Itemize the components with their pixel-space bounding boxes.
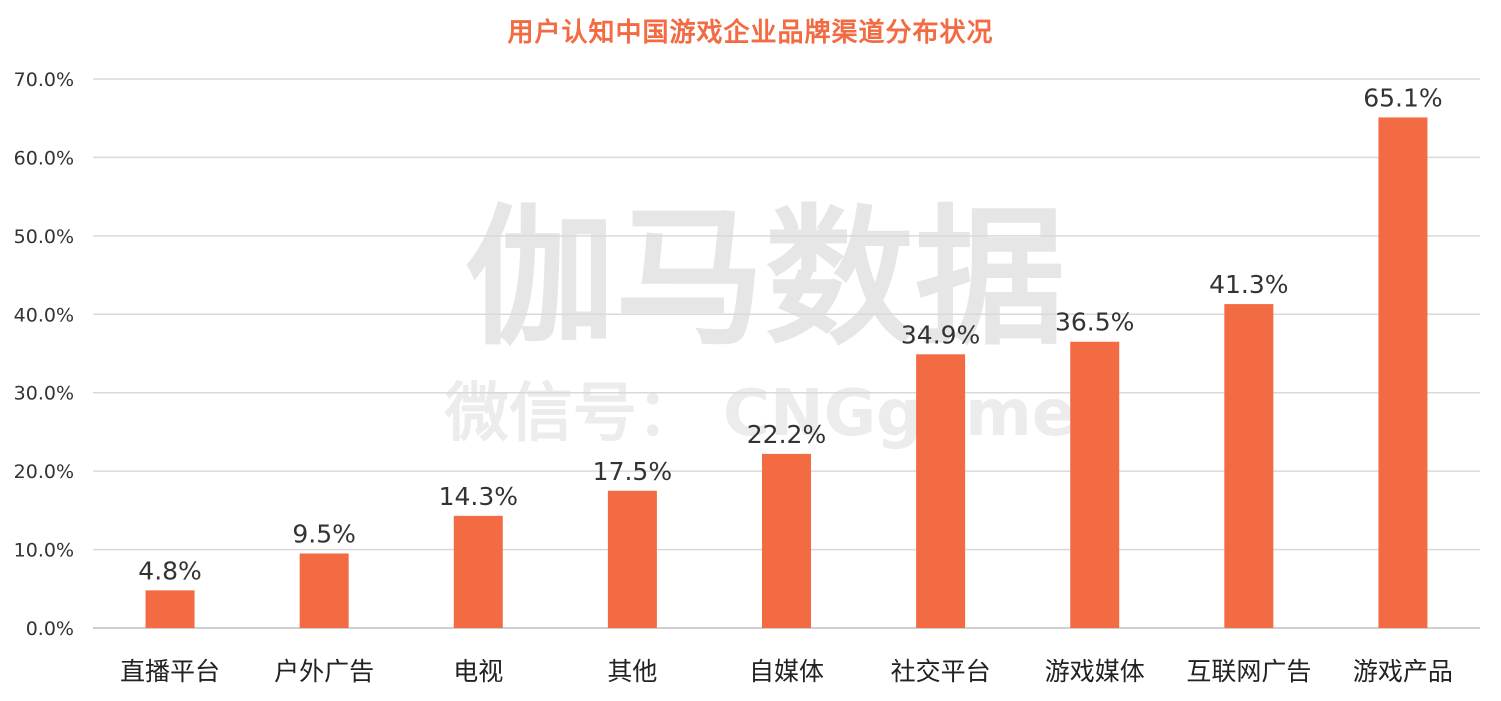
x-tick-label: 社交平台	[891, 657, 991, 686]
y-tick-label: 10.0%	[14, 540, 74, 562]
watermark: 伽马数据 微信号： CNGgame	[444, 192, 1075, 451]
y-tick-label: 40.0%	[14, 304, 74, 326]
bar	[299, 553, 349, 628]
watermark-sub: 微信号： CNGgame	[444, 377, 1075, 451]
x-tick-label: 其他	[607, 657, 657, 686]
data-label: 34.9%	[901, 320, 980, 349]
bar	[453, 515, 503, 628]
y-tick-label: 20.0%	[14, 461, 74, 483]
x-tick-label: 游戏媒体	[1045, 657, 1145, 686]
x-tick-label: 游戏产品	[1353, 657, 1453, 686]
data-label: 4.8%	[138, 556, 202, 585]
y-axis: 0.0% 10.0% 20.0% 30.0% 40.0% 50.0% 60.0% 70.0%	[14, 69, 74, 640]
x-tick-label: 电视	[453, 657, 503, 686]
y-tick-label: 60.0%	[14, 147, 74, 169]
x-tick-label: 互联网广告	[1186, 657, 1311, 686]
y-tick-label: 30.0%	[14, 383, 74, 405]
bar	[762, 453, 811, 628]
data-label: 22.2%	[747, 420, 826, 449]
bars	[145, 117, 1428, 629]
data-label: 17.5%	[593, 457, 672, 486]
data-labels: 4.8% 9.5% 14.3% 17.5% 22.2% 34.9% 36.5% 41.3% 65…	[138, 83, 1442, 585]
y-tick-label: 0.0%	[26, 618, 74, 640]
bar	[145, 590, 195, 628]
bar	[607, 490, 657, 628]
data-label: 9.5%	[292, 519, 356, 548]
x-tick-label: 自媒体	[749, 657, 824, 686]
data-label: 14.3%	[439, 482, 518, 511]
chart-title: 用户认知中国游戏企业品牌渠道分布状况	[507, 18, 994, 48]
bar	[1070, 341, 1120, 628]
y-tick-label: 70.0%	[14, 69, 74, 91]
y-tick-label: 50.0%	[14, 226, 74, 248]
data-label: 41.3%	[1209, 270, 1288, 299]
x-tick-label: 直播平台	[120, 657, 220, 686]
data-label: 36.5%	[1055, 308, 1134, 337]
x-axis: 直播平台 户外广告 电视 其他 自媒体 社交平台 游戏媒体 互联网广告 游戏产品	[120, 657, 1453, 686]
x-tick-label: 户外广告	[274, 657, 374, 686]
bar	[1224, 304, 1274, 628]
bar	[1378, 117, 1428, 629]
watermark-main: 伽马数据	[465, 192, 1065, 366]
bar	[916, 354, 966, 628]
data-label: 65.1%	[1363, 83, 1442, 112]
